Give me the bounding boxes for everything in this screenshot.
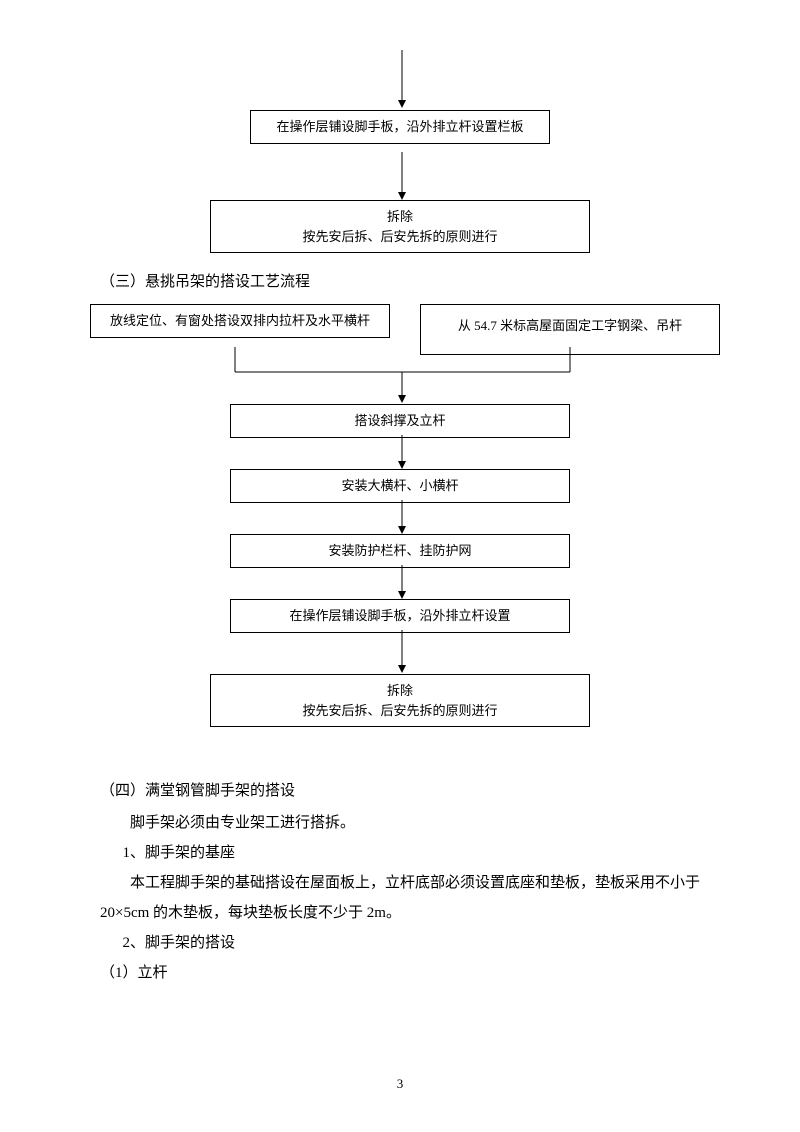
flow2-b7-line2: 按先安后拆、后安先拆的原则进行 [219,701,581,721]
flow2-right-text: 从 54.7 米标高屋面固定工字钢梁、吊杆 [458,318,682,333]
flow1-box2-line1: 拆除 [219,207,581,227]
flow2-left-text: 放线定位、有窗处搭设双排内拉杆及水平横杆 [110,313,370,328]
arrow-1-2 [396,152,408,202]
flow2-b6-text: 在操作层铺设脚手板，沿外排立杆设置 [289,608,510,623]
flow1-box1-text: 在操作层铺设脚手板，沿外排立杆设置栏板 [276,119,523,134]
flow1-box2-line2: 按先安后拆、后安先拆的原则进行 [219,227,581,247]
flow1-box-1: 在操作层铺设脚手板，沿外排立杆设置栏板 [250,110,550,144]
para-2: 本工程脚手架的基础搭设在屋面板上，立杆底部必须设置底座和垫板，垫板采用不小于 2… [100,868,700,928]
arrow-4-5 [396,500,408,536]
flow2-box-6: 在操作层铺设脚手板，沿外排立杆设置 [230,599,570,633]
flowchart-1: 在操作层铺设脚手板，沿外排立杆设置栏板 拆除 按先安后拆、后安先拆的原则进行 [100,100,700,310]
arrow-top-in [396,50,408,110]
flow2-box-7: 拆除 按先安后拆、后安先拆的原则进行 [210,674,590,727]
flow2-box-5: 安装防护栏杆、挂防护网 [230,534,570,568]
page-number: 3 [0,1076,800,1092]
flow2-b3-text: 搭设斜撑及立杆 [354,413,445,428]
flow2-b7-line1: 拆除 [219,681,581,701]
heading-4: （四）满堂钢管脚手架的搭设 [100,779,700,800]
item-1: 1、脚手架的基座 [100,838,700,868]
para-1: 脚手架必须由专业架工进行搭拆。 [100,808,700,838]
merge-lines [100,347,720,407]
flow1-box-2: 拆除 按先安后拆、后安先拆的原则进行 [210,200,590,253]
flow2-box-3: 搭设斜撑及立杆 [230,404,570,438]
arrow-5-6 [396,565,408,601]
arrow-6-7 [396,630,408,675]
flow2-box-4: 安装大横杆、小横杆 [230,469,570,503]
sub-1: （1）立杆 [100,958,700,988]
arrow-3-4 [396,435,408,471]
flowchart-2: 放线定位、有窗处搭设双排内拉杆及水平横杆 从 54.7 米标高屋面固定工字钢梁、… [100,299,700,759]
flow2-b5-text: 安装防护栏杆、挂防护网 [328,543,471,558]
flow2-b4-text: 安装大横杆、小横杆 [341,478,458,493]
flow2-box-left: 放线定位、有窗处搭设双排内拉杆及水平横杆 [90,304,390,338]
item-2: 2、脚手架的搭设 [100,928,700,958]
